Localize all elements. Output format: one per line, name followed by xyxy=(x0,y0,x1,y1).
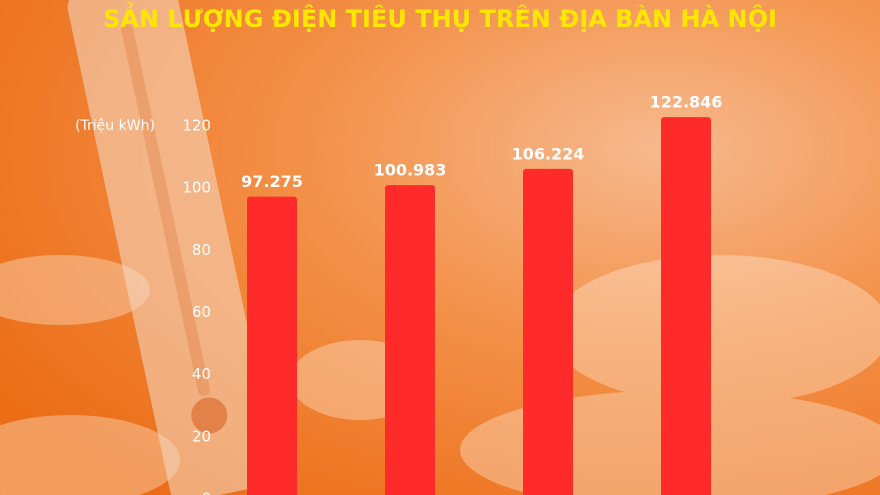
y-axis-label: (Triệu kWh) xyxy=(75,118,155,134)
y-tick-label: 100 xyxy=(182,179,211,197)
y-tick-label: 0 xyxy=(201,490,211,495)
thermometer xyxy=(67,0,279,495)
value-label: 100.983 xyxy=(374,161,447,180)
bar xyxy=(385,185,435,495)
y-tick-label: 60 xyxy=(192,303,211,321)
value-label: 106.224 xyxy=(512,144,585,163)
bar xyxy=(523,168,573,495)
y-tick-label: 40 xyxy=(192,365,211,383)
chart-title: SẢN LƯỢNG ĐIỆN TIÊU THỤ TRÊN ĐỊA BÀN HÀ … xyxy=(103,0,777,33)
value-label: 97.275 xyxy=(241,172,303,191)
y-tick-label: 80 xyxy=(192,241,211,259)
bar xyxy=(661,117,711,495)
bar xyxy=(247,196,297,495)
value-label: 122.846 xyxy=(650,93,723,112)
y-tick-label: 20 xyxy=(192,427,211,445)
y-tick-label: 120 xyxy=(182,117,211,135)
